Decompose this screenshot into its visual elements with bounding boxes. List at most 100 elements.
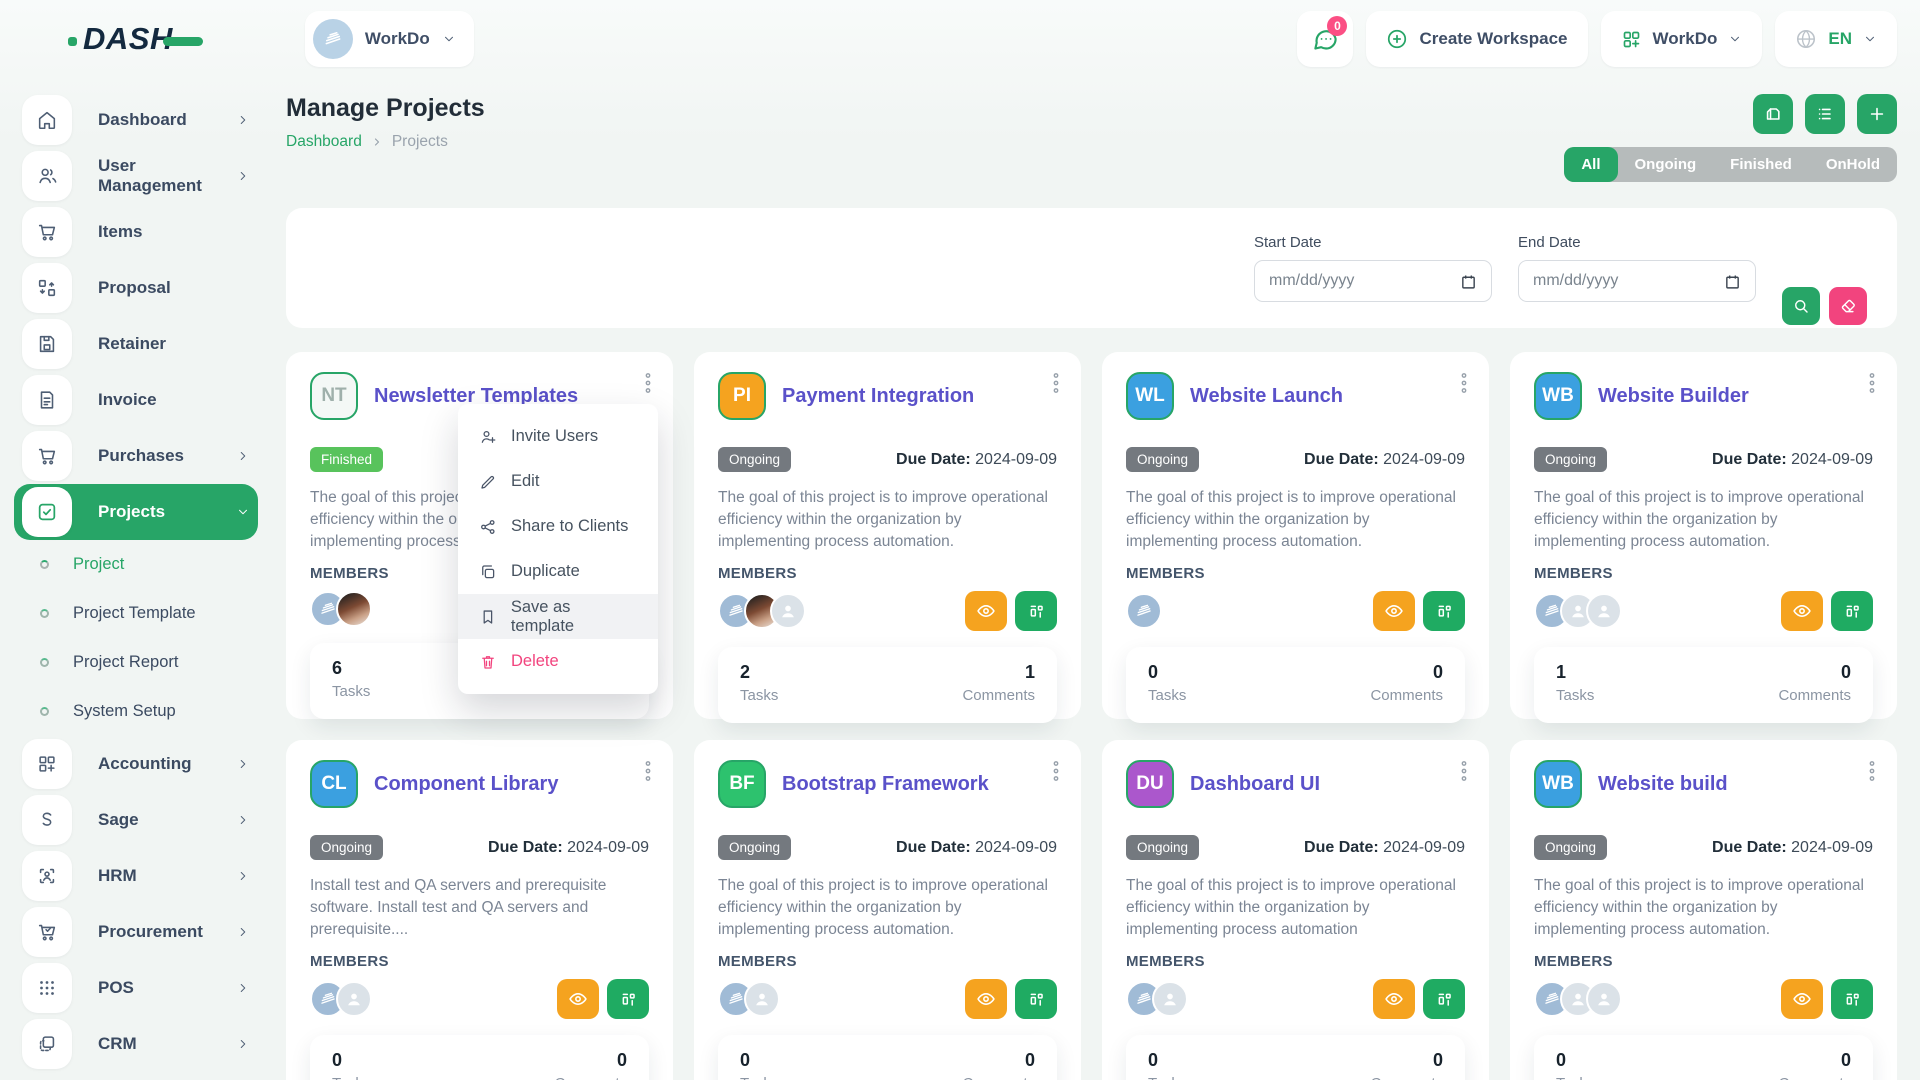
project-card-bootstrap-framework: BF Bootstrap Framework Ongoing Due Date:…: [694, 740, 1081, 1080]
comments-label: Comments: [962, 687, 1035, 704]
menu-item-delete[interactable]: Delete: [458, 639, 658, 684]
project-title-link[interactable]: Newsletter Templates: [374, 384, 579, 407]
dots-grid-icon: [22, 963, 72, 1013]
menu-item-edit[interactable]: Edit: [458, 459, 658, 504]
view-project-button[interactable]: [1373, 591, 1415, 631]
card-menu-button[interactable]: [1457, 756, 1471, 786]
view-project-button[interactable]: [965, 591, 1007, 631]
tab-all[interactable]: All: [1564, 147, 1618, 182]
sidebar-item-items[interactable]: Items: [22, 204, 286, 260]
menu-item-share-to-clients[interactable]: Share to Clients: [458, 504, 658, 549]
menu-item-invite-users[interactable]: Invite Users: [458, 414, 658, 459]
sidebar-item-dashboard[interactable]: Dashboard: [22, 92, 286, 148]
chevron-right-icon: [236, 757, 250, 771]
end-date-input[interactable]: mm/dd/yyyy: [1518, 260, 1756, 302]
search-button[interactable]: [1782, 287, 1820, 325]
sidebar-item-retainer[interactable]: Retainer: [22, 316, 286, 372]
sidebar-item-purchases[interactable]: Purchases: [22, 428, 286, 484]
view-project-button[interactable]: [557, 979, 599, 1019]
reset-filter-button[interactable]: [1829, 287, 1867, 325]
member-avatars: [1126, 981, 1188, 1017]
card-menu-button[interactable]: [1865, 756, 1879, 786]
project-description: The goal of this project is to improve o…: [1534, 489, 1864, 550]
due-date-value: 2024-09-09: [1791, 450, 1873, 468]
sidebar-subitem-project[interactable]: Project: [22, 540, 286, 589]
language-selector[interactable]: EN: [1775, 11, 1897, 67]
plus-circle-icon: [1388, 29, 1407, 49]
view-project-button[interactable]: [1781, 979, 1823, 1019]
project-avatar: WL: [1126, 372, 1174, 420]
card-menu-button[interactable]: [641, 756, 655, 786]
project-board-button[interactable]: [1015, 979, 1057, 1019]
breadcrumb-dashboard-link[interactable]: Dashboard: [286, 133, 362, 150]
project-title-link[interactable]: Bootstrap Framework: [782, 772, 989, 795]
due-date-value: 2024-09-09: [975, 450, 1057, 468]
create-workspace-button[interactable]: Create Workspace: [1366, 11, 1588, 67]
tab-ongoing[interactable]: Ongoing: [1634, 156, 1697, 173]
logo-dash-icon: [162, 36, 203, 46]
sidebar: Dashboard User Management Items Proposal: [0, 78, 286, 1080]
breadcrumb-current: Projects: [391, 133, 448, 150]
tasks-label: Tasks: [1148, 687, 1187, 704]
project-title-link[interactable]: Website build: [1598, 772, 1728, 795]
project-board-button[interactable]: [1423, 591, 1465, 631]
sidebar-subitem-system-setup[interactable]: System Setup: [22, 687, 286, 736]
project-board-button[interactable]: [1831, 979, 1873, 1019]
kanban-icon: [622, 993, 635, 1006]
project-board-button[interactable]: [607, 979, 649, 1019]
sidebar-item-crm[interactable]: CRM: [22, 1016, 286, 1072]
sidebar-item-pos[interactable]: POS: [22, 960, 286, 1016]
tab-onhold[interactable]: OnHold: [1825, 156, 1880, 173]
sidebar-item-label: CRM: [98, 1034, 137, 1053]
bullet-icon: [40, 609, 49, 618]
messages-button[interactable]: 0: [1297, 11, 1354, 67]
sidebar-subitem-project-template[interactable]: Project Template: [22, 589, 286, 638]
end-date-placeholder: mm/dd/yyyy: [1533, 272, 1619, 289]
sidebar-item-procurement[interactable]: Procurement: [22, 904, 286, 960]
due-date-label: Due Date:: [1712, 450, 1787, 468]
tab-finished[interactable]: Finished: [1730, 156, 1792, 173]
chevron-down-icon: [1728, 32, 1742, 46]
sidebar-item-projects[interactable]: Projects: [14, 484, 286, 540]
menu-item-duplicate[interactable]: Duplicate: [458, 549, 658, 594]
copy-project-button[interactable]: [1753, 94, 1793, 134]
sidebar-item-user-management[interactable]: User Management: [22, 148, 286, 204]
project-description: Install test and QA servers and prerequi…: [310, 877, 607, 938]
card-menu-button[interactable]: [1457, 368, 1471, 398]
project-title-link[interactable]: Component Library: [374, 772, 559, 795]
project-title-link[interactable]: Dashboard UI: [1190, 772, 1321, 795]
start-date-input[interactable]: mm/dd/yyyy: [1254, 260, 1492, 302]
workspace-switcher[interactable]: WorkDo: [304, 11, 474, 67]
card-menu-button[interactable]: [1865, 368, 1879, 398]
workdo-menu-button[interactable]: WorkDo: [1600, 11, 1763, 67]
project-board-button[interactable]: [1015, 591, 1057, 631]
sidebar-item-hrm[interactable]: HRM: [22, 848, 286, 904]
sidebar-subitem-project-report[interactable]: Project Report: [22, 638, 286, 687]
sidebar-item-invoice[interactable]: Invoice: [22, 372, 286, 428]
card-menu-button[interactable]: [641, 368, 655, 398]
project-board-button[interactable]: [1831, 591, 1873, 631]
sidebar-subitem-label: Project Report: [73, 653, 179, 671]
project-board-button[interactable]: [1423, 979, 1465, 1019]
project-title-link[interactable]: Payment Integration: [782, 384, 975, 407]
add-project-button[interactable]: [1857, 94, 1897, 134]
project-stats: 2 Tasks 1 Comments: [718, 647, 1057, 723]
menu-item-save-as-template[interactable]: Save as template: [458, 594, 658, 639]
project-card-newsletter-templates: NT Newsletter Templates Finished The goa…: [286, 352, 673, 719]
view-project-button[interactable]: [965, 979, 1007, 1019]
sidebar-item-sage[interactable]: Sage: [22, 792, 286, 848]
sidebar-item-accounting[interactable]: Accounting: [22, 736, 286, 792]
sidebar-item-label: Procurement: [98, 922, 203, 941]
view-project-button[interactable]: [1781, 591, 1823, 631]
project-title-link[interactable]: Website Launch: [1190, 384, 1343, 407]
chevron-right-icon: [236, 981, 250, 995]
sidebar-item-proposal[interactable]: Proposal: [22, 260, 286, 316]
grid-plus-icon: [1623, 31, 1639, 47]
card-menu-button[interactable]: [1049, 756, 1063, 786]
bullet-icon: [40, 560, 49, 569]
card-menu-button[interactable]: [1049, 368, 1063, 398]
view-project-button[interactable]: [1373, 979, 1415, 1019]
list-view-button[interactable]: [1805, 94, 1845, 134]
project-title-link[interactable]: Website Builder: [1598, 384, 1749, 407]
chevron-down-icon: [1863, 32, 1877, 46]
